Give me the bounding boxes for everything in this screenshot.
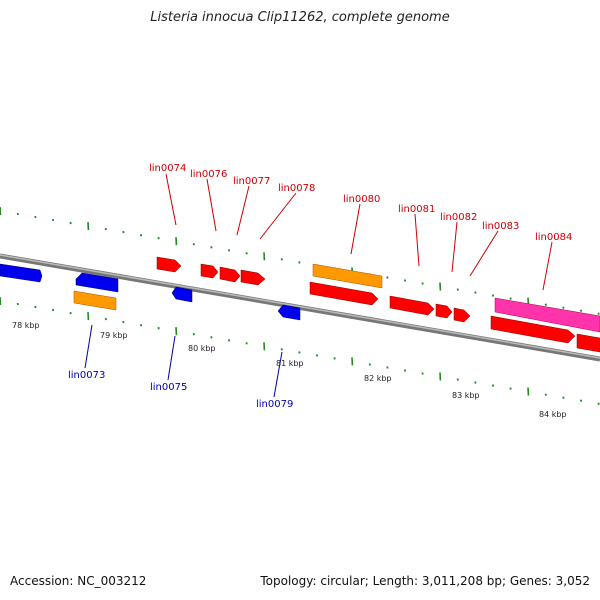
bottom-label-connectors — [84, 324, 283, 398]
gene-lin0077[interactable] — [219, 266, 241, 283]
label-lin0083[interactable]: lin0083 — [482, 221, 519, 232]
top-labels: lin0074 lin0076 lin0077 lin0078 lin0080 … — [149, 163, 572, 243]
label-lin0073[interactable]: lin0073 — [68, 370, 105, 381]
kbp-label-79: 79 kbp — [100, 331, 128, 340]
gene-blue-left[interactable] — [0, 263, 43, 283]
gene-red-edge[interactable] — [576, 333, 600, 353]
gene-lin0076[interactable] — [200, 263, 219, 279]
gene-lin0073[interactable] — [75, 272, 119, 293]
gene-lin0082[interactable] — [435, 303, 453, 319]
kbp-label-83: 83 kbp — [452, 391, 480, 400]
gene-orange-1[interactable] — [73, 290, 117, 311]
gene-lin0074[interactable] — [156, 256, 182, 273]
kbp-label-84: 84 kbp — [539, 410, 567, 419]
label-lin0075[interactable]: lin0075 — [150, 382, 187, 393]
gene-lin0084[interactable] — [494, 297, 600, 333]
gene-lin0079[interactable] — [277, 304, 301, 321]
kbp-label-80: 80 kbp — [188, 344, 216, 353]
genome-summary-text: Topology: circular; Length: 3,011,208 bp… — [260, 574, 590, 588]
kbp-label-78: 78 kbp — [12, 321, 40, 330]
tick-row-lower — [0, 296, 600, 405]
gene-lin0080[interactable] — [312, 263, 383, 289]
gene-red-long-2[interactable] — [490, 315, 576, 344]
label-lin0080[interactable]: lin0080 — [343, 194, 380, 205]
label-lin0076[interactable]: lin0076 — [190, 169, 227, 180]
gene-features — [0, 256, 600, 353]
label-lin0079[interactable]: lin0079 — [256, 399, 293, 410]
top-label-connectors — [165, 173, 553, 291]
label-lin0074[interactable]: lin0074 — [149, 163, 186, 174]
genome-backbone — [0, 253, 600, 362]
map-title: Listeria innocua Clip11262, complete gen… — [150, 10, 450, 25]
label-lin0081[interactable]: lin0081 — [398, 204, 435, 215]
kbp-label-82: 82 kbp — [364, 374, 392, 383]
kbp-label-81: 81 kbp — [276, 359, 304, 368]
label-lin0084[interactable]: lin0084 — [535, 232, 572, 243]
label-lin0082[interactable]: lin0082 — [440, 212, 477, 223]
kbp-scale-labels: 78 kbp 79 kbp 80 kbp 81 kbp 82 kbp 83 kb… — [12, 321, 567, 419]
gene-lin0081[interactable] — [389, 295, 435, 316]
bottom-labels: lin0073 lin0075 lin0079 — [68, 370, 293, 410]
gene-lin0078[interactable] — [240, 269, 266, 286]
gene-lin0075[interactable] — [171, 286, 193, 303]
label-lin0078[interactable]: lin0078 — [278, 183, 315, 194]
accession-text: Accession: NC_003212 — [10, 574, 147, 588]
gene-red-long-1[interactable] — [309, 281, 379, 306]
gene-lin0083[interactable] — [453, 307, 471, 323]
label-lin0077[interactable]: lin0077 — [233, 176, 270, 187]
